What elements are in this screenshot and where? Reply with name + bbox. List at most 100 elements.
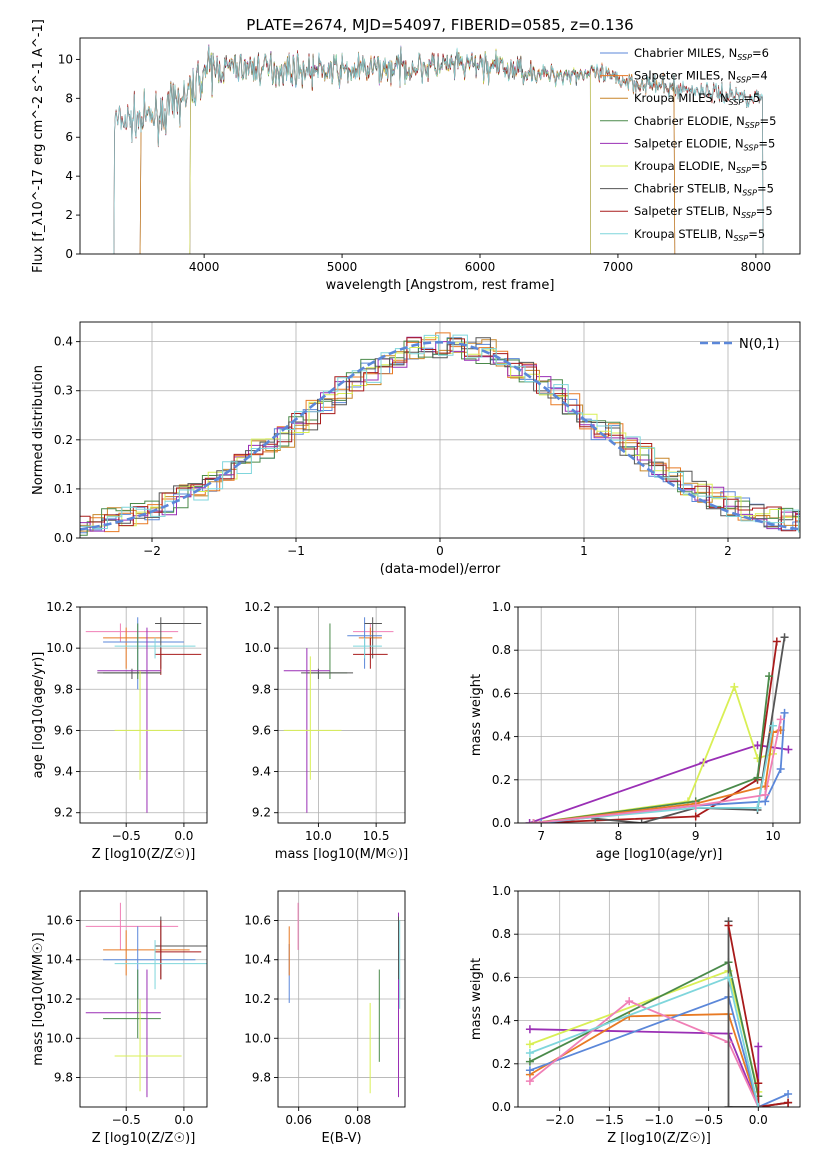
x-axis-label: mass [log10(M/M☉)] <box>275 847 408 862</box>
y-tick-label: 9.4 <box>54 765 73 779</box>
x-tick-label: 9 <box>692 829 700 843</box>
weight-marker <box>754 1042 763 1051</box>
legend-entry: N(0,1) <box>739 337 780 352</box>
y-tick-label: 8 <box>65 91 73 105</box>
y-tick-label: 9.6 <box>252 723 271 737</box>
x-tick-label: −0.5 <box>694 1113 723 1127</box>
weight-marker <box>525 1057 534 1066</box>
y-tick-label: 10.0 <box>46 1031 73 1045</box>
y-tick-label: 9.8 <box>54 1071 73 1085</box>
x-tick-label: 10.0 <box>305 829 332 843</box>
x-axis-label: Z [log10(Z/Z☉)] <box>607 1131 711 1146</box>
y-tick-label: 10.0 <box>244 1031 271 1045</box>
weight-marker <box>776 765 785 773</box>
legend-entry: Salpeter ELODIE, NSSP=5 <box>634 136 775 152</box>
plot-area <box>283 617 394 813</box>
y-tick-label: 9.2 <box>54 806 73 820</box>
y-tick-label: 9.8 <box>252 682 271 696</box>
weight-marker <box>724 973 733 982</box>
legend: N(0,1) <box>700 337 780 352</box>
plot-area <box>525 633 793 823</box>
y-tick-label: 1.0 <box>492 884 511 898</box>
y-tick-label: 0.4 <box>54 335 73 349</box>
weight-marker <box>625 997 634 1006</box>
spectrum-panel: 4000 5000 6000 7000 8000 0 2 4 6 8 10 wavelength [A… <box>31 16 801 293</box>
y-tick-label: 0.0 <box>54 531 73 545</box>
residuals-panel: −2 −1 0 1 2 0.0 0.1 0.2 0.3 0.4 (data-model)/error… <box>31 321 801 577</box>
weight-marker <box>753 773 762 782</box>
mass-vs-metallicity-panel: −0.5 0.0 9.8 10.0 10.2 10.4 10.6 Z [log10(Z/Z☉)… <box>31 890 208 1146</box>
x-tick-label: 10 <box>765 829 780 843</box>
y-tick-label: 10.2 <box>244 992 271 1006</box>
y-tick-label: 9.8 <box>54 682 73 696</box>
weight-marker <box>772 637 781 646</box>
weight-line-salp_elodie <box>529 744 789 823</box>
y-tick-label: 10.0 <box>46 641 73 655</box>
histogram-krou_stelib <box>80 334 800 533</box>
y-tick-label: 0.3 <box>54 384 73 398</box>
x-tick-label: 4000 <box>189 260 220 274</box>
y-tick-label: 10.2 <box>244 600 271 614</box>
y-tick-label: 0.1 <box>54 482 73 496</box>
weight-marker <box>525 1025 534 1034</box>
y-axis-label: mass weight <box>469 958 484 1040</box>
y-tick-label: 10.2 <box>46 600 73 614</box>
plot-area <box>113 44 764 254</box>
x-tick-label: 8000 <box>741 260 772 274</box>
legend-entry: Kroupa STELIB, NSSP=5 <box>634 227 765 243</box>
x-tick-label: 7000 <box>603 260 634 274</box>
age-vs-mass-panel: 10.0 10.5 9.2 9.4 9.6 9.8 10.0 10.2 mass [log10(… <box>244 600 408 862</box>
weight-marker <box>525 1077 534 1086</box>
histogram-krou_miles <box>80 339 800 532</box>
histogram-salp_miles <box>80 332 800 533</box>
x-tick-label: −0.5 <box>112 1113 141 1127</box>
plot-area <box>525 917 793 1107</box>
y-tick-label: 0.2 <box>54 433 73 447</box>
histogram-chab_elodie <box>80 337 800 536</box>
weight-marker <box>780 708 789 717</box>
y-tick-label: 0.8 <box>492 927 511 941</box>
y-axis-label: Flux [f_λ10^-17 erg cm^-2 s^-1 A^-1] <box>31 19 46 273</box>
y-tick-label: 10.6 <box>46 913 73 927</box>
weight-line-chab_miles <box>529 995 789 1107</box>
spectrum-line-chab_elodie <box>189 47 591 254</box>
legend-entry: Kroupa ELODIE, NSSP=5 <box>634 159 768 175</box>
x-axis-label: (data-model)/error <box>380 562 501 577</box>
legend-entry: Salpeter MILES, NSSP=4 <box>634 69 768 85</box>
x-axis-label: E(B-V) <box>321 1131 361 1146</box>
chart-title: PLATE=2674, MJD=54097, FIBERID=0585, z=0… <box>246 16 633 34</box>
weight-marker <box>753 803 762 812</box>
normal-curve <box>80 340 800 531</box>
y-tick-label: 0.8 <box>492 643 511 657</box>
x-tick-label: −1 <box>287 544 305 558</box>
x-tick-label: −2 <box>143 544 161 558</box>
legend-entry: Chabrier STELIB, NSSP=5 <box>634 182 774 198</box>
x-tick-label: 8 <box>615 829 623 843</box>
x-tick-label: −2.0 <box>545 1113 574 1127</box>
axes-frame <box>277 606 406 824</box>
weight-vs-metallicity-panel: −2.0 −1.5 −1.0 −0.5 0.0 0.0 0.2 0.4 0.6 0.8 1.0 Z [… <box>469 884 801 1146</box>
y-tick-label: 10 <box>58 52 73 66</box>
weight-marker <box>529 819 538 823</box>
y-tick-label: 6 <box>65 130 73 144</box>
y-tick-label: 10.4 <box>244 953 271 967</box>
mass-vs-ebv-panel: 0.06 0.08 9.8 10.0 10.2 10.4 10.6 E(B-V) <box>244 890 406 1146</box>
y-tick-label: 4 <box>65 169 73 183</box>
weight-marker <box>525 1040 534 1049</box>
x-axis-label: Z [log10(Z/Z☉)] <box>92 1131 196 1146</box>
histogram-krou_elodie <box>80 337 800 527</box>
spectrum-line-krou_stelib <box>113 45 764 254</box>
legend-entry: Chabrier ELODIE, NSSP=5 <box>634 114 776 130</box>
y-tick-label: 9.6 <box>54 723 73 737</box>
plot-area <box>80 332 800 536</box>
weight-marker <box>765 672 774 681</box>
x-tick-label: 0.0 <box>749 1113 768 1127</box>
weight-line-krou_stelib <box>533 725 774 823</box>
x-tick-label: 6000 <box>465 260 496 274</box>
weight-marker <box>761 790 770 799</box>
spectrum-line-krou_elodie <box>189 46 591 254</box>
weight-marker <box>753 741 762 750</box>
y-tick-label: 10.6 <box>244 913 271 927</box>
x-tick-label: 10.5 <box>363 829 390 843</box>
histogram-chab_stelib <box>80 337 800 528</box>
